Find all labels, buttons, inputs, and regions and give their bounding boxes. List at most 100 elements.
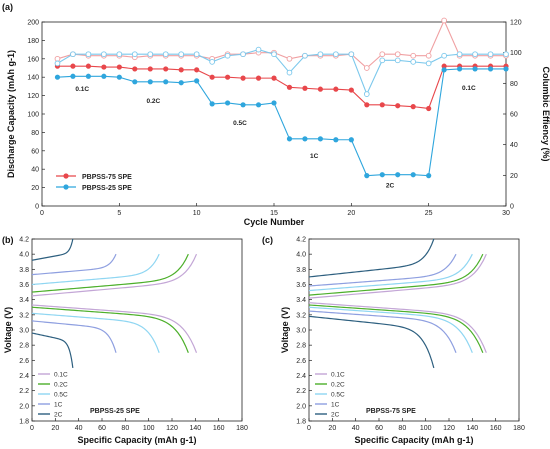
- data-point: [395, 103, 401, 109]
- x-tick-label: 30: [502, 210, 510, 217]
- y-tick-label: 4.2: [296, 237, 306, 244]
- data-point: [162, 51, 169, 58]
- data-point: [178, 67, 184, 73]
- data-point: [163, 79, 169, 85]
- x-tick-label: 140: [466, 425, 478, 432]
- y-tick-label: 2.6: [296, 358, 306, 365]
- panel-a-y2label: Columbic Effiency (%): [541, 66, 550, 161]
- y-tick-label: 3.2: [296, 312, 306, 319]
- data-point: [441, 52, 447, 59]
- y-tick-label: 4.0: [296, 252, 306, 259]
- discharge-curve-2C: [31, 332, 74, 368]
- y-tick-label: 3.8: [19, 267, 29, 274]
- panel-b-ticks: 0 20 40 60 80 100 120 140 160 180 1.8 2.0 2.2 2.4 2.6 2…: [19, 237, 248, 433]
- data-point: [333, 86, 339, 92]
- x-tick-label: 40: [75, 425, 83, 432]
- x-tick-label: 0: [30, 425, 34, 432]
- data-point: [363, 65, 370, 71]
- panel-c-legend: 0.1C 0.2C 0.5C 1C 2C: [315, 372, 345, 419]
- data-point: [255, 102, 262, 108]
- data-point: [410, 52, 417, 59]
- data-point: [379, 51, 386, 58]
- data-point: [101, 51, 107, 58]
- panel-b-ylabel: Voltage (V): [3, 307, 13, 353]
- data-point: [487, 66, 494, 72]
- data-point: [425, 52, 432, 59]
- y-tick-label: 200: [27, 20, 39, 27]
- data-point: [317, 86, 323, 92]
- y-tick-label: 100: [27, 112, 39, 119]
- data-point: [457, 66, 463, 72]
- panel-b: (b) 0 20 40 60 80 100 120 140 160 180 1.8 2.0 2.2 2.4…: [2, 235, 248, 445]
- discharge-curve-0.5C: [31, 312, 160, 353]
- data-point: [224, 52, 231, 59]
- y-tick-label: 2.0: [19, 403, 29, 410]
- discharge-curve-1C: [31, 320, 117, 353]
- y-tick-label: 2.8: [19, 343, 29, 350]
- data-point: [194, 78, 200, 84]
- data-point: [426, 173, 432, 179]
- legend-label: 0.2C: [54, 382, 68, 389]
- panel-c-title: PBPSS-75 SPE: [366, 408, 416, 415]
- y2-tick-label: 0: [510, 204, 514, 211]
- legend-marker: [63, 173, 69, 179]
- x-tick-label: 20: [51, 425, 59, 432]
- data-point: [116, 51, 123, 58]
- data-point: [503, 66, 509, 72]
- panel-c-ticks: 0 20 40 60 80 100 120 140 160 180 1.8 2.0 2.2 2.4 2.6 2…: [296, 237, 525, 433]
- data-point: [348, 87, 354, 93]
- data-point: [286, 84, 293, 90]
- legend-label: 0.1C: [331, 372, 345, 379]
- x-tick-label: 160: [490, 425, 502, 432]
- data-point: [363, 91, 370, 97]
- panel-a: (a) 0 5 10 15 20 25 30020406080100120140160180…: [2, 2, 550, 227]
- data-point: [364, 173, 370, 179]
- charge-curve-0.2C: [31, 253, 189, 293]
- data-point: [240, 75, 246, 81]
- panel-b-label: (b): [2, 235, 14, 245]
- data-point: [271, 75, 277, 81]
- panel-a-legend: PBPSS-75 SPE PBPSS-25 SPE: [56, 173, 132, 192]
- panel-c-ylabel: Voltage (V): [280, 307, 290, 353]
- y-tick-label: 60: [31, 148, 39, 155]
- discharge-curve-2C: [308, 315, 435, 369]
- data-point: [193, 51, 200, 58]
- data-point: [54, 60, 61, 67]
- x-tick-label: 15: [270, 210, 278, 217]
- panel-a-label: (a): [2, 2, 13, 12]
- data-point: [394, 51, 401, 58]
- data-point: [255, 75, 262, 81]
- y-tick-label: 2.4: [19, 373, 29, 380]
- data-point: [395, 172, 401, 178]
- data-point: [178, 51, 185, 58]
- data-point: [209, 74, 215, 80]
- data-point: [225, 100, 231, 106]
- x-tick-label: 80: [398, 425, 406, 432]
- y-tick-label: 3.6: [19, 282, 29, 289]
- data-point: [302, 52, 308, 59]
- data-point: [54, 55, 61, 62]
- charge-curve-2C: [308, 238, 435, 278]
- data-point: [271, 100, 277, 106]
- y2-tick-label: 40: [510, 142, 518, 149]
- legend-marker: [63, 184, 69, 190]
- x-tick-label: 60: [98, 425, 106, 432]
- data-point: [472, 51, 478, 58]
- legend-label: 0.2C: [331, 382, 345, 389]
- y-tick-label: 3.4: [19, 297, 29, 304]
- data-point: [286, 136, 293, 142]
- y-tick-label: 2.2: [19, 388, 29, 395]
- y2-tick-label: 100: [510, 50, 522, 57]
- y-tick-label: 2.4: [296, 373, 306, 380]
- panel-a-ticks: 0 5 10 15 20 25 300204060801001201401601802000…: [27, 20, 521, 218]
- y-tick-label: 120: [27, 93, 39, 100]
- data-point: [286, 55, 293, 62]
- data-point: [131, 51, 138, 58]
- discharge-curve-1C: [308, 310, 457, 353]
- y-tick-label: 3.6: [296, 282, 306, 289]
- data-point: [132, 79, 138, 85]
- x-tick-label: 0: [307, 425, 311, 432]
- y-tick-label: 2.2: [296, 388, 306, 395]
- discharge-curve-0.1C: [31, 304, 198, 353]
